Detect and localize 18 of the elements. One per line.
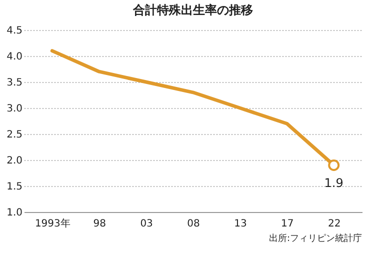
x-tick-label: 22 xyxy=(328,218,341,230)
y-tick-label: 2.5 xyxy=(6,130,22,140)
x-tick-label: 17 xyxy=(281,218,294,230)
y-tick-label: 3.0 xyxy=(6,104,22,114)
y-tick-label: 1.0 xyxy=(6,208,22,218)
text: 出所:フィリピン統計庁 xyxy=(268,233,362,244)
data-label: 1.9 xyxy=(324,176,344,190)
x-tick-label: 08 xyxy=(187,218,200,230)
x-tick-label: 98 xyxy=(93,218,106,230)
x-tick-label: 1993年 xyxy=(34,218,70,230)
x-tick-label: 13 xyxy=(234,218,247,230)
y-tick-label: 1.5 xyxy=(6,182,22,192)
y-tick-label: 4.0 xyxy=(6,52,22,62)
chart-title: 合計特殊出生率の推移 xyxy=(132,3,253,17)
x-tick-label: 03 xyxy=(140,218,153,230)
y-tick-label: 2.0 xyxy=(6,156,22,166)
y-tick-label: 3.5 xyxy=(6,78,22,88)
y-tick-label: 4.5 xyxy=(6,26,22,36)
